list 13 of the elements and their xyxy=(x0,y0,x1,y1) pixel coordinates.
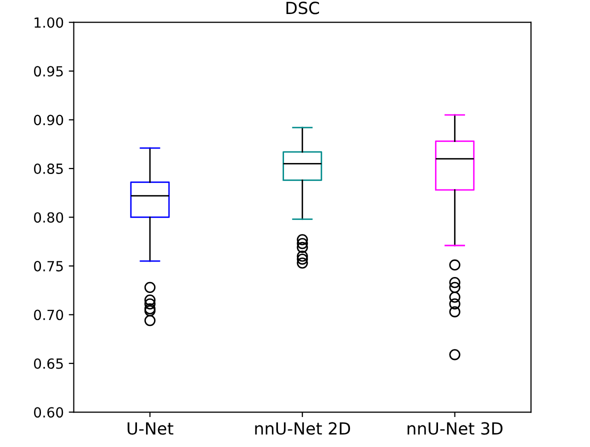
y-tick-label: 0.80 xyxy=(34,212,64,223)
y-tick-label: 0.85 xyxy=(34,163,63,174)
y-tick-label: 1.00 xyxy=(34,17,64,28)
x-tick-label: nnU-Net 2D xyxy=(255,422,350,435)
y-tick-label: 0.65 xyxy=(34,358,63,369)
x-tick-label: nnU-Net 3D xyxy=(408,422,502,435)
x-tick-label: U-Net xyxy=(128,422,174,435)
y-tick-label: 0.60 xyxy=(34,407,64,418)
y-tick-label: 0.70 xyxy=(34,310,64,320)
y-tick-label: 0.75 xyxy=(34,260,63,272)
chart-title: DSC xyxy=(286,2,319,14)
y-tick-label: 0.90 xyxy=(34,114,64,126)
y-tick-label: 0.95 xyxy=(34,66,63,77)
